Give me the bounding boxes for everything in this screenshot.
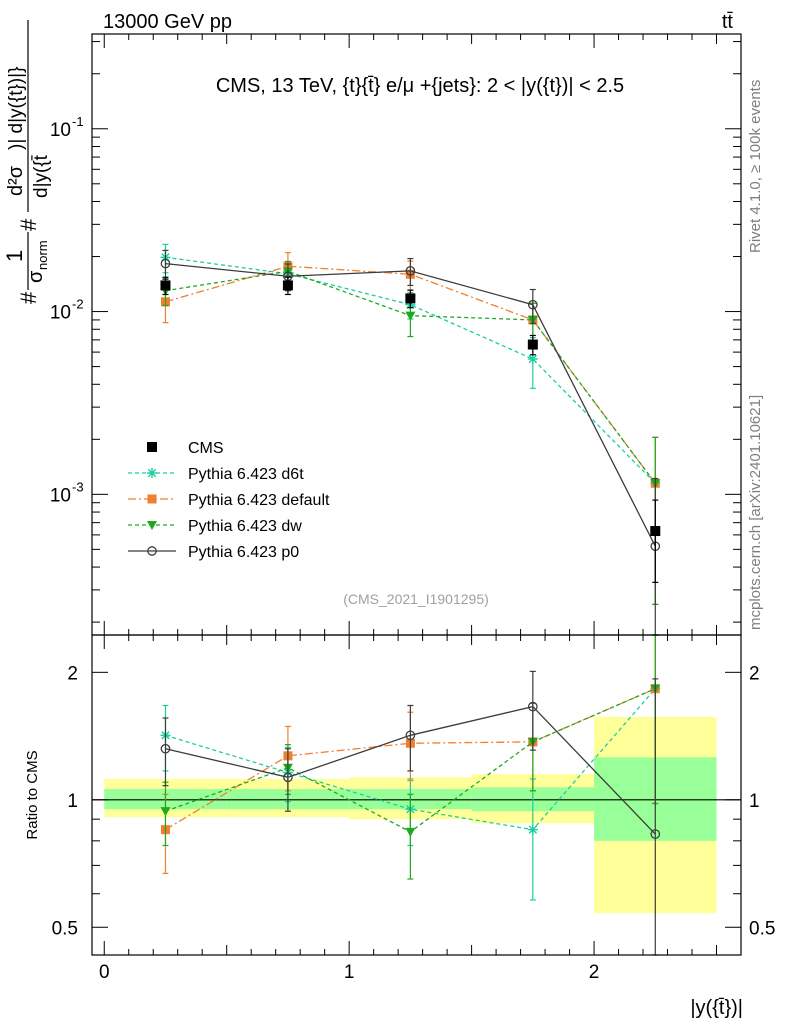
ylabel-num: d²σ	[5, 165, 27, 196]
legend-label: CMS	[188, 440, 224, 457]
side-rivet-label: Rivet 4.1.0, ≥ 100k events	[747, 80, 764, 253]
point-p0	[405, 265, 416, 276]
ratio-frame	[91, 634, 742, 956]
point-cms	[160, 280, 171, 291]
header-right: tt̄	[722, 11, 734, 33]
x-tick-label: 1	[344, 962, 355, 983]
ratio-y-tick-label: 0.5	[52, 918, 78, 939]
y-axis-label-main: # 1 σ norm # d²σ )| d|y({t})|} d|y({t̄	[2, 20, 52, 304]
point-p0	[160, 258, 171, 269]
x-tick-label: 0	[99, 962, 110, 983]
ratio-point-p0	[650, 829, 661, 839]
errbar-cms	[652, 499, 659, 583]
legend-label: Pythia 6.423 d6t	[188, 466, 304, 483]
ylabel-hash1: #	[16, 291, 41, 304]
point-d6t	[527, 354, 538, 365]
legend-marker	[147, 442, 157, 452]
ratio-y-tick-label: 1	[67, 791, 78, 812]
header-left: 13000 GeV pp	[103, 11, 232, 33]
ylabel-sigma: σ	[25, 270, 47, 283]
legend-label: Pythia 6.423 default	[188, 492, 330, 509]
chart-title: CMS, 13 TeV, {t}{t̄} e/μ +{jets}: 2 < |y…	[216, 75, 624, 97]
legend-marker	[147, 521, 157, 530]
ratio-errbar-p0	[162, 717, 169, 787]
ratio-point-dw	[405, 827, 416, 837]
ylabel-norm: norm	[35, 240, 50, 270]
ratio-point-d6t	[527, 824, 538, 835]
point-p0	[527, 299, 538, 310]
ratio-point-p0	[405, 730, 416, 741]
ylabel-den-top: )| d|y({t})|}	[6, 67, 27, 150]
ratio-point-p0	[527, 701, 538, 712]
ratio-errbar-p0	[284, 748, 291, 812]
y-tick-label: 10	[50, 303, 71, 324]
point-cms	[527, 339, 538, 350]
ratio-errbar-p0	[407, 704, 414, 772]
watermark: (CMS_2021_I1901295)	[343, 591, 489, 607]
y-axis-label-ratio: Ratio to CMS	[24, 750, 41, 839]
point-cms	[405, 293, 416, 304]
ratio-point-p0	[283, 772, 293, 783]
legend-label: Pythia 6.423 dw	[188, 518, 302, 535]
x-axis-label: |y({t̄})|	[690, 997, 743, 1019]
ratio-series	[160, 634, 661, 956]
point-cms	[650, 526, 661, 537]
y-tick-label: 10	[50, 485, 71, 506]
y-tick-label: 10	[50, 120, 71, 141]
x-tick-label: 2	[589, 962, 600, 983]
point-cms	[282, 280, 293, 291]
ratio-y-tick-label-right: 2	[749, 663, 760, 684]
legend: CMS Pythia 6.423 d6t Pythia 6.423 default P…	[128, 440, 330, 561]
y-tick-exponent: -2	[72, 297, 84, 312]
legend-marker	[147, 468, 157, 478]
ratio-point-dw	[160, 807, 171, 817]
ylabel-one: 1	[2, 250, 27, 262]
y-tick-exponent: -3	[72, 479, 84, 494]
y-tick-exponent: -1	[72, 114, 84, 129]
axes: 0 1 210-310-210 -10.5 0.51 12 2	[50, 33, 775, 983]
ratio-y-tick-label-right: 1	[749, 791, 760, 812]
ylabel-hash2: #	[16, 218, 41, 231]
ylabel-den-bot: d|y({t̄	[31, 154, 52, 198]
point-dw	[405, 311, 416, 321]
legend-label: Pythia 6.423 p0	[188, 544, 299, 561]
series-line-d6t	[165, 256, 656, 484]
errbar-p0	[529, 288, 536, 325]
ratio-point-p0	[160, 743, 171, 754]
ratio-y-tick-label-right: 0.5	[749, 918, 775, 939]
side-mcplots-label: mcplots.cern.ch [arXiv:2401.10621]	[747, 395, 764, 630]
legend-marker	[147, 546, 157, 556]
legend-marker	[147, 494, 157, 504]
errbar-p0	[407, 257, 414, 287]
main-series	[160, 243, 661, 636]
ratio-y-tick-label: 2	[67, 663, 78, 684]
